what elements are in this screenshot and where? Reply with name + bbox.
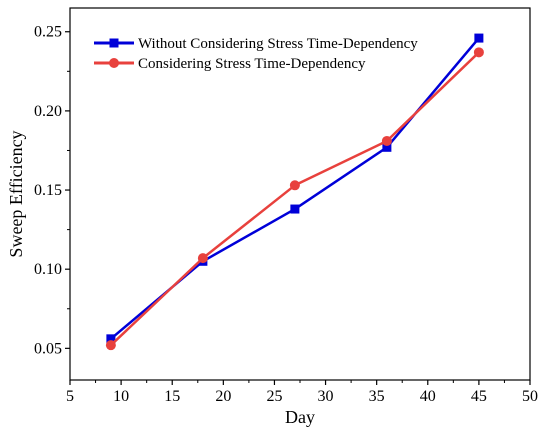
x-tick-label: 15 [164, 388, 180, 405]
x-tick-label: 35 [369, 388, 385, 405]
x-tick-label: 25 [266, 388, 282, 405]
x-tick-label: 30 [318, 388, 334, 405]
data-point [473, 47, 484, 58]
x-tick-label: 5 [66, 388, 74, 405]
data-point [474, 33, 484, 43]
data-point [381, 135, 392, 146]
x-axis-title: Day [285, 407, 315, 427]
legend-marker-considering [109, 58, 119, 68]
y-tick-label: 0.25 [34, 24, 62, 41]
y-tick-label: 0.15 [34, 182, 62, 199]
data-point [106, 334, 116, 344]
y-tick-label: 0.05 [34, 340, 62, 357]
data-point [197, 253, 208, 264]
y-axis-title: Sweep Efficiency [6, 130, 26, 257]
legend-label-without: Without Considering Stress Time-Dependen… [138, 36, 418, 52]
x-tick-label: 10 [113, 388, 129, 405]
axis-tick-labels: 5 10 15 20 25 30 35 40 45 50 0.05 0.10 0.15 0.20 0.25 [34, 24, 538, 405]
series-layer [105, 33, 484, 351]
series-line-2 [110, 51, 480, 347]
data-point [105, 340, 116, 351]
legend: Without Considering Stress Time-Dependen… [94, 36, 418, 72]
y-tick-label: 0.10 [34, 261, 62, 278]
data-point [290, 204, 300, 214]
x-tick-label: 45 [471, 388, 487, 405]
legend-marker-without [109, 38, 119, 48]
x-tick-label: 20 [215, 388, 231, 405]
data-point [289, 180, 300, 191]
x-tick-label: 50 [522, 388, 538, 405]
x-tick-label: 40 [420, 388, 436, 405]
data-point [382, 142, 392, 152]
axis-ticks [65, 31, 531, 385]
legend-label-considering: Considering Stress Time-Dependency [138, 56, 366, 72]
y-tick-label: 0.20 [34, 103, 62, 120]
